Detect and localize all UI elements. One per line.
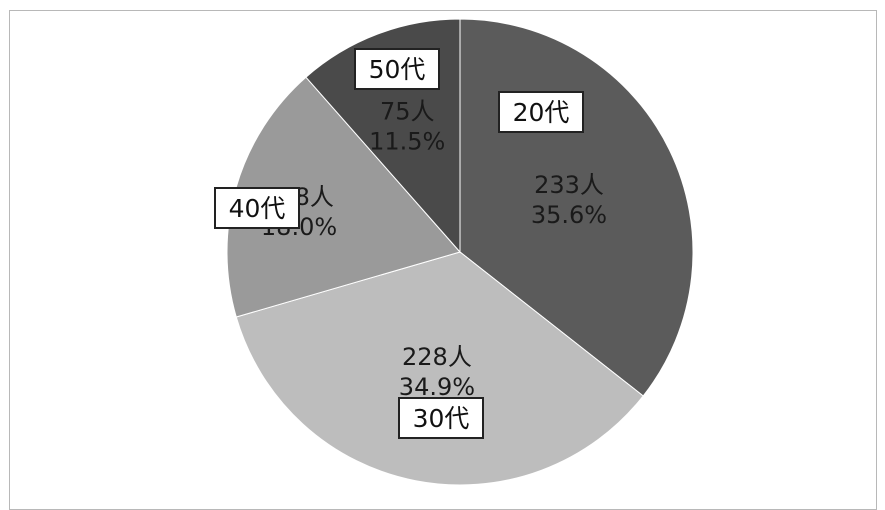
category-label-box: 30代 <box>398 397 484 439</box>
category-labels: 20代 30代 40代 50代 <box>214 48 584 439</box>
category-text: 40代 <box>229 194 286 223</box>
category-label-box: 50代 <box>354 48 440 90</box>
category-box <box>214 187 300 229</box>
category-text: 30代 <box>413 404 470 433</box>
category-box <box>398 397 484 439</box>
category-label-box: 20代 <box>498 91 584 133</box>
slice-count-label: 228人 <box>402 343 472 371</box>
pie-slice-2 <box>235 251 644 486</box>
slice-percent-label: 11.5% <box>369 128 445 156</box>
category-box <box>498 91 584 133</box>
category-box <box>354 48 440 90</box>
category-text: 50代 <box>369 55 426 84</box>
slice-percent-label: 34.9% <box>399 373 475 401</box>
category-text: 20代 <box>513 98 570 127</box>
category-label-box: 40代 <box>214 187 300 229</box>
slice-percent-label: 35.6% <box>531 201 607 229</box>
slice-count-label: 75人 <box>380 98 435 126</box>
slice-count-label: 233人 <box>534 171 604 199</box>
